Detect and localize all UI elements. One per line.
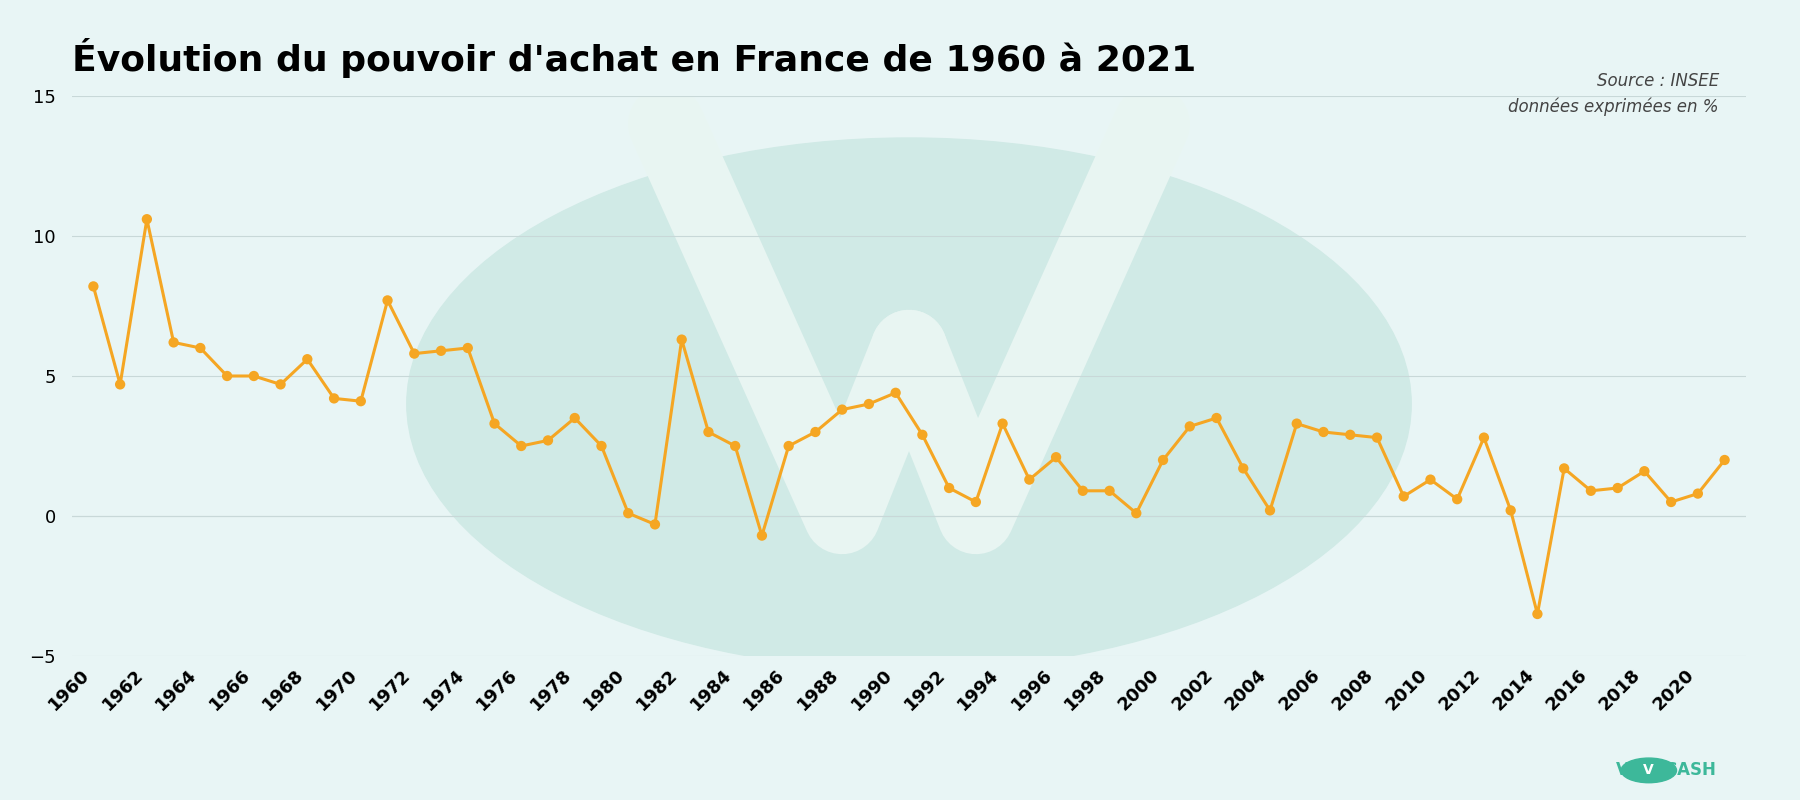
Point [1444, 493, 1472, 506]
Point [1469, 431, 1498, 444]
Point [1148, 454, 1177, 466]
Point [1631, 465, 1660, 478]
Point [882, 386, 911, 399]
Text: Source : INSEE
données exprimées en %: Source : INSEE données exprimées en % [1508, 72, 1719, 116]
Point [641, 518, 670, 531]
Point [1121, 507, 1150, 520]
Point [1175, 420, 1204, 433]
Text: Évolution du pouvoir d'achat en France de 1960 à 2021: Évolution du pouvoir d'achat en France d… [72, 38, 1197, 78]
Point [1256, 504, 1285, 517]
Point [828, 403, 857, 416]
Point [266, 378, 295, 390]
Point [373, 294, 401, 306]
Point [774, 440, 803, 453]
Point [1336, 429, 1364, 442]
Point [212, 370, 241, 382]
Point [1656, 495, 1685, 509]
Text: VERACASH: VERACASH [1616, 762, 1717, 779]
Point [1390, 490, 1418, 502]
Point [1550, 462, 1579, 474]
Point [1282, 418, 1310, 430]
Point [185, 342, 214, 354]
Point [668, 333, 697, 346]
Point [560, 411, 589, 424]
Point [1309, 426, 1337, 438]
Point [1015, 474, 1044, 486]
Point [1069, 484, 1098, 497]
Point [320, 392, 349, 405]
Point [1094, 484, 1123, 497]
Text: V: V [1643, 763, 1654, 778]
Point [934, 482, 963, 494]
Point [1042, 450, 1071, 463]
Point [747, 530, 776, 542]
Point [1577, 484, 1606, 497]
Point [106, 378, 135, 390]
Point [400, 347, 428, 360]
Point [1683, 487, 1712, 500]
Point [533, 434, 562, 446]
Point [454, 342, 482, 354]
Point [346, 395, 374, 408]
Point [961, 495, 990, 509]
Point [508, 440, 536, 453]
Point [614, 507, 643, 520]
Point [1229, 462, 1258, 474]
Point [1202, 411, 1231, 424]
Point [720, 440, 749, 453]
Point [855, 398, 884, 410]
Point [1604, 482, 1633, 494]
Point [1496, 504, 1525, 517]
Point [801, 426, 830, 438]
Point [239, 370, 268, 382]
Point [1710, 454, 1739, 466]
Point [1523, 608, 1552, 621]
Point [427, 344, 455, 357]
Point [695, 426, 724, 438]
Point [587, 440, 616, 453]
Point [1417, 474, 1445, 486]
Point [133, 213, 162, 226]
Point [1363, 431, 1391, 444]
Point [79, 280, 108, 293]
Point [158, 336, 187, 349]
Ellipse shape [407, 138, 1411, 670]
Point [907, 429, 936, 442]
Point [988, 418, 1017, 430]
Point [481, 418, 509, 430]
Point [293, 353, 322, 366]
